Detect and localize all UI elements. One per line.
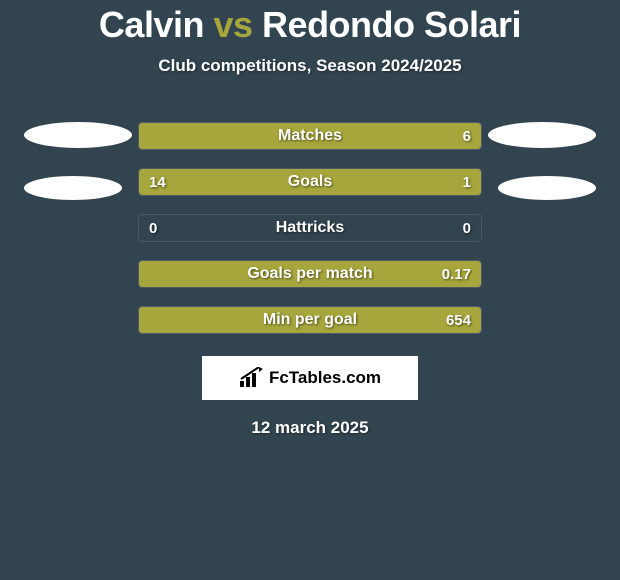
stat-fill-right [138,261,481,287]
date-label: 12 march 2025 [251,418,368,438]
left-decor-col [18,122,138,228]
brand-badge: FcTables.com [202,356,418,400]
stat-rows: Matches6 Goals141 Hattricks0 0 Goals per mat… [138,122,482,334]
brand-chart-icon [239,367,263,389]
decor-ellipse [488,122,596,148]
comparison-card: Calvin vs Redondo Solari Club competitio… [0,0,620,438]
stats-area: Matches6 Goals141 Hattricks0 0 Goals per mat… [0,122,620,334]
subtitle: Club competitions, Season 2024/2025 [158,56,461,76]
stat-value-right: 0 [463,215,471,241]
decor-ellipse [24,176,122,200]
stat-row: Goals per match0.17 [138,260,482,288]
stat-fill-right [138,123,481,149]
stat-fill-left [139,169,400,195]
decor-ellipse [24,122,132,148]
stat-fill-right [138,307,481,333]
right-decor-col [482,122,602,228]
stat-row: Matches6 [138,122,482,150]
brand-text: FcTables.com [269,368,381,388]
stat-value-left: 0 [149,215,157,241]
stat-label: Hattricks [139,215,481,241]
stat-row: Min per goal654 [138,306,482,334]
title-vs: vs [213,4,252,45]
page-title: Calvin vs Redondo Solari [99,4,521,46]
stat-fill-right [398,169,481,195]
stat-row: Goals141 [138,168,482,196]
decor-ellipse [498,176,596,200]
title-player1: Calvin [99,4,204,45]
title-player2: Redondo Solari [262,4,521,45]
stat-row: Hattricks0 0 [138,214,482,242]
